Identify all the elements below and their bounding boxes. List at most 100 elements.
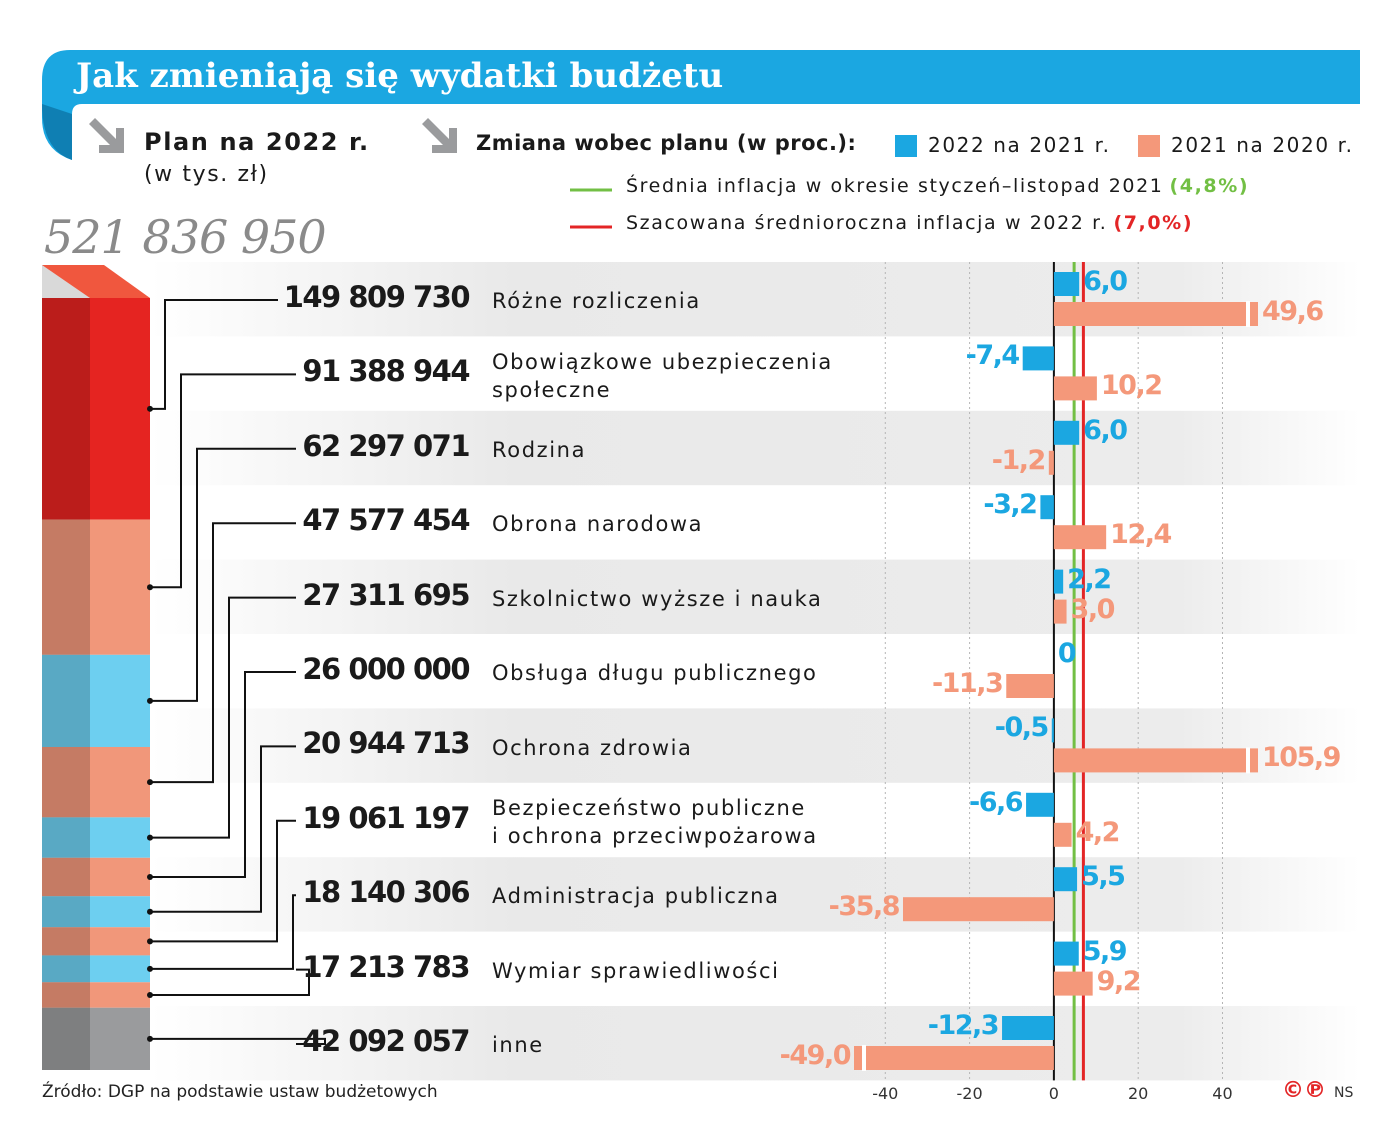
connector-dot bbox=[147, 965, 153, 972]
connector-line bbox=[150, 1037, 326, 1045]
value-label: 12,4 bbox=[1110, 519, 1172, 551]
arrow-icon bbox=[422, 118, 457, 153]
legend-label: 2022 na 2021 r. bbox=[928, 133, 1111, 157]
value-label: 3,0 bbox=[1070, 593, 1116, 625]
bar bbox=[1026, 792, 1054, 817]
value-label: 5,5 bbox=[1081, 861, 1126, 893]
legend-value: (7,0%) bbox=[1113, 212, 1194, 234]
connector-dot bbox=[147, 938, 153, 945]
bar bbox=[1053, 525, 1107, 550]
category-label: Różne rozliczenia bbox=[492, 289, 701, 314]
bar bbox=[1002, 1016, 1054, 1040]
value-label: -0,5 bbox=[994, 712, 1050, 744]
connector-dot bbox=[147, 779, 153, 786]
bar bbox=[1053, 748, 1258, 773]
bar bbox=[854, 1046, 1054, 1070]
amount-label: 47 577 454 bbox=[302, 503, 470, 538]
total-label: 521 836 950 bbox=[44, 210, 327, 264]
column-side-top bbox=[42, 265, 90, 298]
value-label: -3,2 bbox=[983, 489, 1038, 521]
column-segment bbox=[42, 927, 150, 956]
changes-heading: Zmiana wobec planu (w proc.): bbox=[476, 131, 857, 155]
connector-line bbox=[150, 819, 296, 943]
connector-dot bbox=[147, 1035, 153, 1042]
connector-line bbox=[150, 299, 278, 410]
value-label: 10,2 bbox=[1100, 370, 1163, 402]
value-label: 2,2 bbox=[1067, 563, 1112, 595]
connector-line bbox=[150, 373, 296, 589]
x-tick-label: -40 bbox=[872, 1084, 899, 1103]
value-label: -12,3 bbox=[927, 1010, 1000, 1041]
legend-swatch bbox=[895, 135, 917, 157]
connector-line bbox=[150, 522, 296, 784]
bar bbox=[1053, 376, 1097, 401]
connector-dot bbox=[147, 908, 153, 915]
column-segment bbox=[42, 654, 150, 747]
column-segment bbox=[42, 298, 150, 520]
amount-label: 42 092 057 bbox=[302, 1024, 470, 1058]
connector-line bbox=[150, 745, 296, 913]
category-label: Obowiązkowe ubezpieczenia społeczne bbox=[492, 349, 833, 402]
bar bbox=[1053, 302, 1258, 326]
connector-dot bbox=[147, 405, 153, 412]
amount-label: 17 213 783 bbox=[302, 949, 470, 984]
row-background bbox=[150, 1006, 1360, 1081]
value-label: -7,4 bbox=[965, 340, 1021, 372]
amount-label: 18 140 306 bbox=[302, 875, 470, 910]
amount-label: 91 388 944 bbox=[302, 354, 470, 389]
axis-break bbox=[862, 1045, 866, 1071]
bar bbox=[1006, 674, 1054, 698]
legend-value: (4,8%) bbox=[1169, 175, 1250, 197]
bar bbox=[1048, 450, 1054, 475]
row-background bbox=[150, 410, 1360, 486]
column-segment bbox=[42, 896, 150, 928]
value-label: -1,2 bbox=[991, 444, 1047, 476]
amount-label: 62 297 071 bbox=[302, 428, 470, 463]
amount-label: 26 000 000 bbox=[302, 652, 470, 686]
category-label: inne bbox=[492, 1033, 544, 1058]
amount-label: 19 061 197 bbox=[302, 800, 470, 835]
value-label: 49,6 bbox=[1262, 296, 1324, 327]
connector-line bbox=[150, 447, 296, 702]
connector-dot bbox=[147, 584, 153, 591]
axis-break bbox=[1246, 747, 1250, 774]
column-segment bbox=[42, 746, 150, 818]
legend-swatch bbox=[1138, 135, 1160, 157]
bar bbox=[1053, 272, 1080, 296]
bar bbox=[1053, 941, 1079, 966]
row-background bbox=[150, 559, 1360, 634]
value-label: -35,8 bbox=[828, 891, 901, 923]
connector-line bbox=[150, 671, 296, 879]
connector-line bbox=[150, 968, 310, 996]
row-background bbox=[150, 857, 1360, 932]
amounts-heading: Plan na 2022 r. bbox=[144, 128, 370, 156]
bar bbox=[1053, 569, 1064, 594]
value-label: 6,0 bbox=[1083, 414, 1128, 446]
column-segment bbox=[42, 955, 150, 983]
connector-line bbox=[150, 596, 296, 839]
column-top bbox=[42, 265, 150, 298]
legend-label: Średnia inflacja w okresie styczeń–listo… bbox=[626, 175, 1249, 197]
legend-name: Szacowana średnioroczna inflacja w 2022 … bbox=[626, 212, 1108, 234]
category-label: Administracja publiczna bbox=[492, 884, 780, 909]
value-label: -11,3 bbox=[931, 668, 1004, 699]
column-segment bbox=[42, 817, 150, 858]
credit: NS bbox=[1334, 1085, 1354, 1101]
category-label: Wymiar sprawiedliwości bbox=[492, 958, 780, 983]
category-label: Ochrona zdrowia bbox=[492, 735, 693, 760]
value-label: 5,9 bbox=[1082, 935, 1128, 967]
column-segment bbox=[42, 1007, 150, 1070]
connector-dot bbox=[147, 874, 153, 881]
connector-dot bbox=[147, 697, 153, 704]
bar bbox=[1053, 599, 1067, 624]
amount-label: 27 311 695 bbox=[302, 577, 470, 612]
x-tick-label: -20 bbox=[956, 1084, 983, 1103]
category-label: Obrona narodowa bbox=[492, 512, 704, 537]
bar bbox=[1022, 346, 1054, 371]
column-segment bbox=[42, 857, 150, 897]
source: Źródło: DGP na podstawie ustaw budżetowy… bbox=[42, 1082, 438, 1102]
column-segment bbox=[42, 519, 150, 655]
connector-dot bbox=[147, 991, 153, 998]
